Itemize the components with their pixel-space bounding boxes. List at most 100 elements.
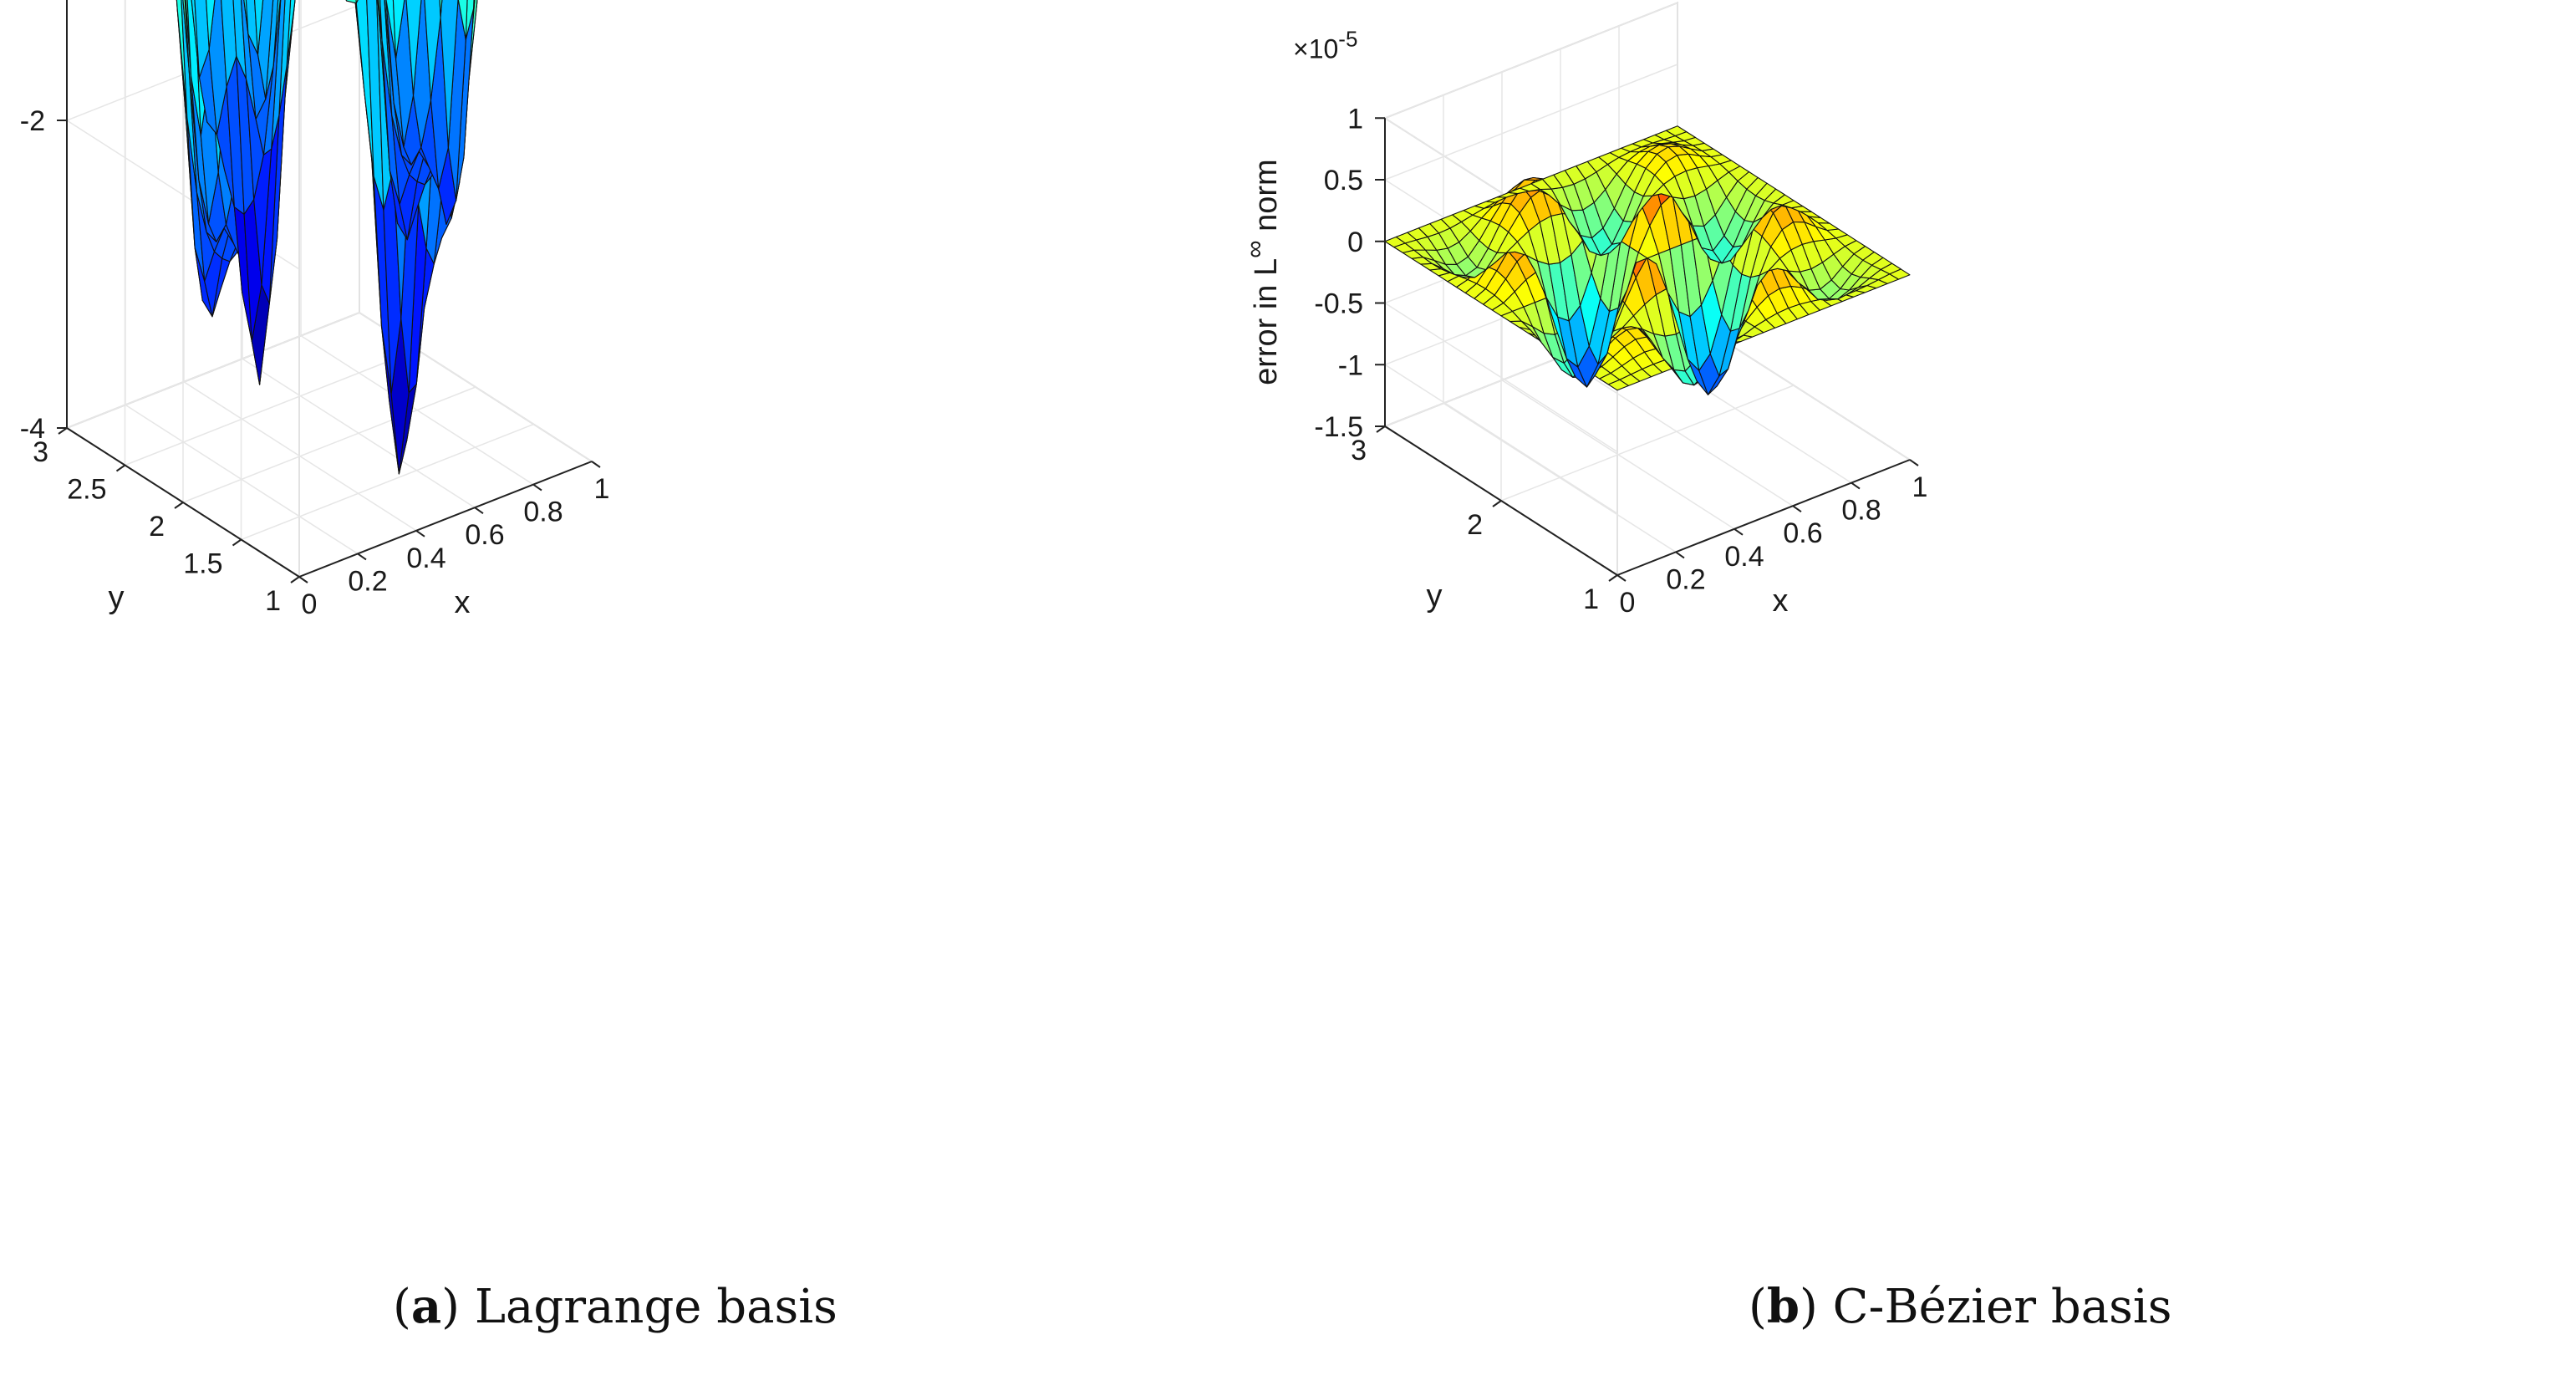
x-axis-label: x: [455, 585, 471, 620]
z-label-superscript: ∞: [1241, 240, 1269, 257]
x-tick: [1675, 551, 1685, 559]
caption-b: (b) C-Bézier basis: [1749, 1279, 2171, 1334]
x-tick-label: 1: [594, 473, 610, 505]
surface-patch: [206, 0, 216, 50]
y-tick: [1492, 500, 1502, 507]
x-tick: [1792, 505, 1802, 513]
surface-patch: [257, 0, 274, 99]
surface-patch: [254, 0, 264, 55]
y-tick-label: 1: [1583, 583, 1599, 615]
surface-patch: [379, 0, 393, 116]
surface-patch: [345, 0, 357, 4]
surface-patch: [447, 0, 466, 201]
surface-patch: [176, 0, 188, 118]
z-label-prefix: error in L: [1249, 258, 1284, 385]
surface-patch: [366, 0, 384, 211]
z-label-suffix: norm: [1249, 159, 1284, 240]
y-tick: [174, 502, 184, 509]
z-tick-label: 0.5: [1324, 165, 1363, 196]
x-tick-label: 0.4: [1724, 541, 1764, 573]
y-tick-label: 3: [1351, 435, 1367, 466]
x-tick-label: 0.8: [1841, 495, 1881, 527]
surface-patch: [191, 0, 201, 79]
z-tick-label: 1: [1347, 103, 1363, 135]
surface-patch: [355, 0, 359, 4]
x-tick-label: 0: [302, 588, 318, 620]
surface-patch: [457, 0, 468, 41]
surface-patch: [232, 0, 247, 80]
surface-patch: [243, 0, 249, 35]
x-tick: [415, 529, 425, 538]
x-tick-label: 0.2: [348, 565, 387, 597]
grid-line: [65, 312, 360, 578]
caption-a-text: Lagrange basis: [474, 1280, 837, 1334]
caption-b-paren-close: ): [1800, 1280, 1833, 1334]
caption-b-paren-open: (: [1749, 1280, 1767, 1334]
x-tick-label: 0.6: [1783, 517, 1822, 549]
y-tick-label: 3: [33, 436, 48, 468]
x-axis-line: [298, 461, 593, 578]
surface-patch: [265, 0, 279, 99]
panel-b-surface: [1384, 125, 1911, 395]
x-axis-label: x: [1773, 583, 1789, 619]
y-tick: [115, 464, 126, 472]
panel-b-axes: 0 0.2 0.4 0.6 0.8 1 1 2 3-1.5 -1 -0.5 0 0.5 1 x y error …: [1241, 26, 1927, 619]
surface-patch: [424, 0, 441, 101]
surface-patch: [293, 0, 296, 4]
y-tick-label: 2.5: [67, 474, 106, 506]
z-tick-label: 0: [1347, 227, 1363, 258]
x-tick: [1733, 527, 1744, 536]
y-tick: [58, 427, 68, 435]
y-tick-label: 1: [265, 585, 281, 617]
surface-patch: [176, 0, 178, 9]
caption-a-paren-open: (: [393, 1280, 411, 1334]
x-tick: [1909, 459, 1919, 466]
x-tick-label: 0.6: [465, 519, 504, 551]
caption-a-letter: a: [410, 1279, 442, 1334]
surface-patch: [345, 0, 348, 2]
surface-patch: [440, 0, 459, 149]
surface-patch: [272, 0, 281, 67]
surface-patch: [221, 0, 237, 88]
x-tick: [357, 553, 367, 561]
panel-b-cbezier: 0 0.2 0.4 0.6 0.8 1 1 2 3-1.5 -1 -0.5 0 0.5 1 x y error …: [1241, 1, 1927, 619]
x-tick: [298, 576, 308, 583]
y-tick-label: 2: [149, 511, 165, 543]
x-tick-label: 1: [1912, 471, 1928, 503]
surface-patch: [476, 0, 478, 7]
surface-patch: [245, 0, 259, 55]
y-tick-label: 1.5: [183, 548, 222, 580]
z-tick-label: -4: [20, 413, 45, 445]
x-tick: [532, 483, 542, 492]
surface-patch: [286, 0, 296, 66]
surface-patch: [468, 0, 478, 80]
surface-patch: [278, 0, 292, 116]
surface-patch: [392, 0, 405, 59]
y-tick: [290, 576, 300, 583]
panel-a-grid: [64, 0, 594, 578]
x-axis-line: [1616, 459, 1911, 576]
surface-patch: [186, 0, 201, 136]
surface-patch: [465, 0, 475, 41]
panel-a-surface: [176, 0, 478, 475]
z-exponent-label: ×10-5: [1293, 26, 1357, 64]
z-exponent-base: ×10: [1293, 33, 1338, 64]
caption-b-text: C-Bézier basis: [1832, 1280, 2172, 1334]
caption-b-letter: b: [1766, 1279, 1800, 1334]
surface-patch: [1665, 125, 1688, 137]
z-tick-label: -0.5: [1314, 288, 1363, 320]
x-tick: [591, 461, 601, 468]
surface-patch: [355, 0, 374, 177]
y-axis-label: y: [1427, 578, 1443, 614]
y-tick: [1376, 425, 1386, 433]
x-tick-label: 0: [1620, 587, 1636, 619]
y-tick: [1608, 574, 1618, 582]
y-tick: [232, 538, 242, 547]
surface-patch: [182, 0, 190, 70]
z-exponent-power: -5: [1338, 26, 1357, 51]
surface-patch: [194, 0, 210, 79]
x-tick: [1616, 574, 1627, 582]
z-axis-label: error in L∞ norm: [1241, 159, 1284, 385]
x-tick: [474, 507, 484, 515]
